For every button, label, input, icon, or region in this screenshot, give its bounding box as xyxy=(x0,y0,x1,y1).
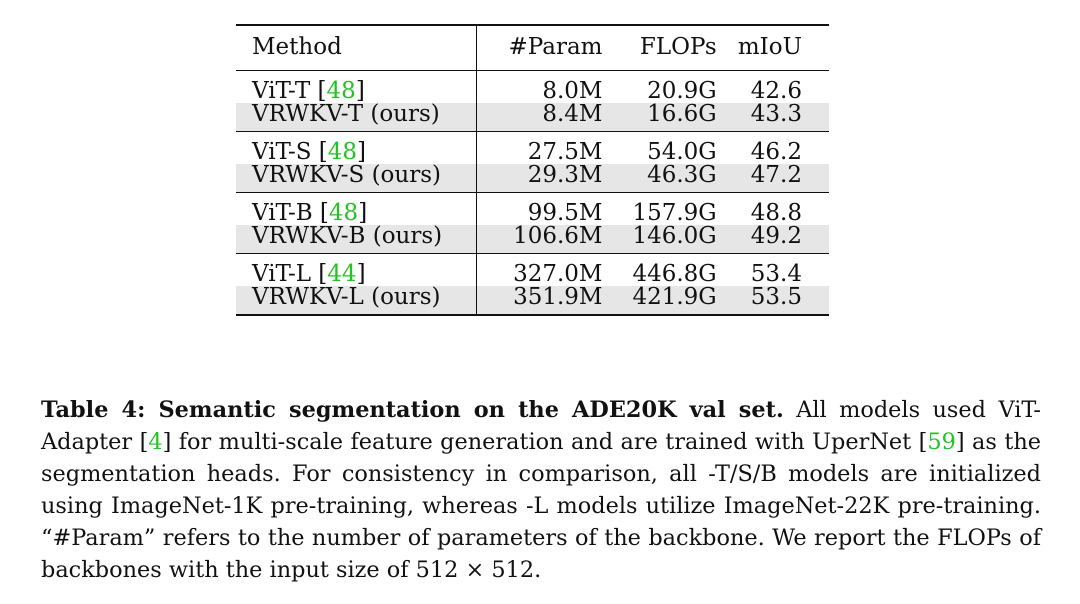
miou-cell: 53.5 xyxy=(732,285,829,315)
flops-cell: 16.6G xyxy=(618,102,733,131)
caption-text: All models used ViT-Adapter [ xyxy=(41,397,1041,455)
table-row: ViT-S [48] 27.5M 54.0G 46.2 xyxy=(236,131,829,164)
table-row-ours: VRWKV-S (ours) 29.3M 46.3G 47.2 xyxy=(236,163,829,192)
param-cell: 27.5M xyxy=(527,138,603,165)
caption-title: Table 4: Semantic segmentation on the AD… xyxy=(41,397,784,423)
table-row-ours: VRWKV-L (ours) 351.9M 421.9G 53.5 xyxy=(236,285,829,315)
miou-cell: 49.2 xyxy=(732,224,829,253)
flops-cell: 421.9G xyxy=(618,285,733,315)
flops-cell: 54.0G xyxy=(647,138,717,165)
method-cell: ViT-T [48] xyxy=(236,70,477,104)
method-cell: ViT-S [48] xyxy=(236,131,477,165)
caption-text: ] for multi-scale feature generation and… xyxy=(162,429,928,455)
header-flops: FLOPs xyxy=(639,34,717,61)
flops-cell: 157.9G xyxy=(632,199,717,226)
table-group-large: ViT-L [44] 327.0M 446.8G 53.4 VRWKV-L (o… xyxy=(236,253,829,315)
citation-link[interactable]: 48 xyxy=(326,77,356,104)
citation-link[interactable]: 4 xyxy=(148,429,163,455)
param-cell: 106.6M xyxy=(476,224,619,253)
table-caption: Table 4: Semantic segmentation on the AD… xyxy=(41,394,1041,586)
table-row: ViT-L [44] 327.0M 446.8G 53.4 xyxy=(236,253,829,286)
method-name: ViT-S xyxy=(252,138,312,165)
miou-cell: 48.8 xyxy=(750,199,802,226)
method-cell: VRWKV-T (ours) xyxy=(236,102,477,131)
table-row: ViT-T [48] 8.0M 20.9G 42.6 xyxy=(236,70,829,103)
results-table: Method #Param FLOPs mIoU ViT-T [48] 8.0M… xyxy=(236,24,829,316)
table-group-base: ViT-B [48] 99.5M 157.9G 48.8 VRWKV-B (ou… xyxy=(236,192,829,253)
flops-cell: 146.0G xyxy=(618,224,733,253)
method-cell: ViT-B [48] xyxy=(236,192,477,226)
param-cell: 29.3M xyxy=(476,163,619,192)
header-miou: mIoU xyxy=(737,34,802,61)
header-param: #Param xyxy=(508,34,603,61)
table-header: Method #Param FLOPs mIoU xyxy=(236,25,829,70)
method-cell: VRWKV-S (ours) xyxy=(236,163,477,192)
table-row-ours: VRWKV-B (ours) 106.6M 146.0G 49.2 xyxy=(236,224,829,253)
table-group-small: ViT-S [48] 27.5M 54.0G 46.2 VRWKV-S (our… xyxy=(236,131,829,192)
miou-cell: 46.2 xyxy=(750,138,802,165)
table-row: ViT-B [48] 99.5M 157.9G 48.8 xyxy=(236,192,829,225)
flops-cell: 20.9G xyxy=(647,77,717,104)
flops-cell: 446.8G xyxy=(632,260,717,287)
caption-text: ] as the segmentation heads. For consist… xyxy=(41,429,1041,583)
param-cell: 351.9M xyxy=(476,285,619,315)
method-name: ViT-T xyxy=(252,77,311,104)
param-cell: 8.0M xyxy=(542,77,603,104)
citation-link[interactable]: 59 xyxy=(927,429,956,455)
method-cell: VRWKV-L (ours) xyxy=(236,285,477,315)
miou-cell: 47.2 xyxy=(732,163,829,192)
citation-link[interactable]: 44 xyxy=(327,260,357,287)
miou-cell: 43.3 xyxy=(732,102,829,131)
method-cell: ViT-L [44] xyxy=(236,253,477,287)
segmentation-table: Method #Param FLOPs mIoU ViT-T [48] 8.0M… xyxy=(236,24,829,316)
param-cell: 327.0M xyxy=(513,260,603,287)
method-name: ViT-B xyxy=(252,199,313,226)
method-cell: VRWKV-B (ours) xyxy=(236,224,477,253)
citation-link[interactable]: 48 xyxy=(328,199,359,226)
header-row: Method #Param FLOPs mIoU xyxy=(236,25,829,70)
param-cell: 99.5M xyxy=(527,199,603,226)
table-row-ours: VRWKV-T (ours) 8.4M 16.6G 43.3 xyxy=(236,102,829,131)
table-group-tiny: ViT-T [48] 8.0M 20.9G 42.6 VRWKV-T (ours… xyxy=(236,70,829,131)
flops-cell: 46.3G xyxy=(618,163,733,192)
citation-link[interactable]: 48 xyxy=(327,138,358,165)
param-cell: 8.4M xyxy=(476,102,619,131)
header-method: Method xyxy=(236,25,477,70)
miou-cell: 53.4 xyxy=(750,260,802,287)
method-name: ViT-L xyxy=(252,260,311,287)
miou-cell: 42.6 xyxy=(750,77,802,104)
